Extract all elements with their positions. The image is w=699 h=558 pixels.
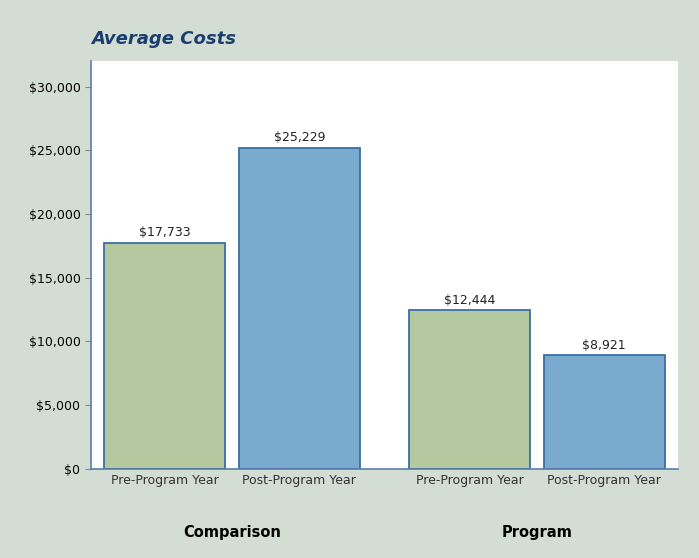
Text: Program: Program (501, 526, 572, 540)
Text: $8,921: $8,921 (582, 339, 626, 352)
Bar (239, 147, 359, 469)
Text: $25,229: $25,229 (273, 131, 325, 144)
Text: Comparison: Comparison (183, 526, 281, 540)
Bar (104, 243, 225, 469)
Bar (410, 310, 530, 469)
Text: $12,444: $12,444 (444, 294, 495, 307)
Text: Average Costs: Average Costs (91, 30, 236, 48)
Text: $17,733: $17,733 (139, 227, 190, 239)
Bar (544, 355, 665, 469)
